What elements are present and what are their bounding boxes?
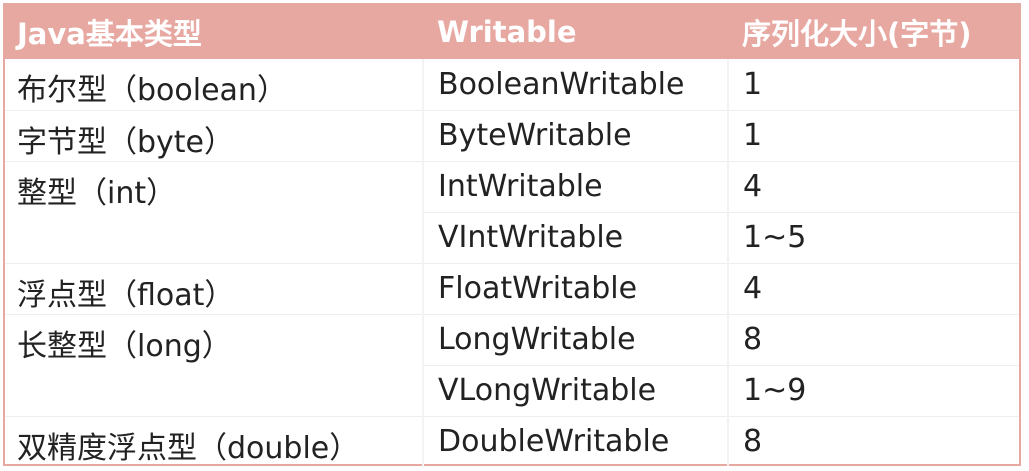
type-mapping-table: Java基本类型 Writable 序列化大小(字节) 布尔型（boolean）… bbox=[5, 5, 1019, 467]
cell-java-type: 浮点型（float） bbox=[5, 263, 424, 315]
cell-java-type: 字节型（byte） bbox=[5, 110, 424, 162]
cell-size: 4 bbox=[728, 161, 1019, 213]
cell-size: 1 bbox=[728, 110, 1019, 162]
header-java-type: Java基本类型 bbox=[5, 5, 423, 59]
cell-writable: IntWritable bbox=[423, 161, 729, 213]
cell-writable: VIntWritable bbox=[423, 212, 729, 264]
cell-size: 1~9 bbox=[728, 365, 1019, 417]
table-row: 双精度浮点型（double） DoubleWritable 8 bbox=[5, 416, 1019, 467]
table-row: 浮点型（float） FloatWritable 4 bbox=[5, 263, 1019, 315]
cell-writable: DoubleWritable bbox=[423, 416, 729, 467]
cell-size: 1 bbox=[728, 59, 1019, 111]
cell-size: 1~5 bbox=[728, 212, 1019, 264]
cell-java-type: 布尔型（boolean） bbox=[5, 59, 424, 111]
table-row: 布尔型（boolean） BooleanWritable 1 bbox=[5, 59, 1019, 111]
cell-writable: VLongWritable bbox=[423, 365, 729, 417]
cell-java-type: 双精度浮点型（double） bbox=[5, 416, 424, 467]
cell-writable: BooleanWritable bbox=[423, 59, 729, 111]
cell-writable: ByteWritable bbox=[423, 110, 729, 162]
table-header-row: Java基本类型 Writable 序列化大小(字节) bbox=[5, 5, 1019, 59]
cell-size: 4 bbox=[728, 263, 1019, 315]
table-row: 长整型（long） LongWritable 8 bbox=[5, 314, 1019, 417]
cell-java-type: 整型（int） bbox=[5, 161, 424, 264]
cell-writable: LongWritable bbox=[423, 314, 729, 366]
table-row: 字节型（byte） ByteWritable 1 bbox=[5, 110, 1019, 162]
header-writable: Writable bbox=[423, 5, 728, 59]
cell-writable: FloatWritable bbox=[423, 263, 729, 315]
cell-size: 8 bbox=[743, 424, 763, 460]
cell-java-type: 长整型（long） bbox=[5, 314, 424, 417]
type-mapping-table-frame: Java基本类型 Writable 序列化大小(字节) 布尔型（boolean）… bbox=[3, 3, 1021, 467]
header-size: 序列化大小(字节) bbox=[728, 5, 1019, 59]
cell-size: 8 bbox=[728, 314, 1019, 366]
table-row: 整型（int） IntWritable 4 bbox=[5, 161, 1019, 264]
table-row: VLongWritable 1~9 bbox=[5, 365, 1019, 417]
table-row: VIntWritable 1~5 bbox=[5, 212, 1019, 264]
